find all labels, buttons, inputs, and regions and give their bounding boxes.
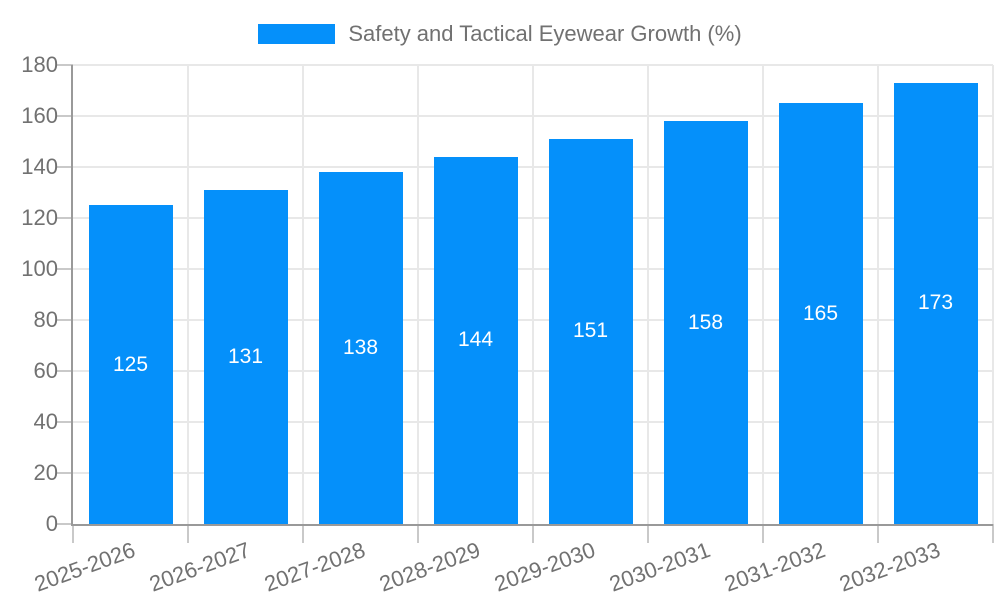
- x-axis-tick-label: 2028-2029: [376, 537, 484, 597]
- y-axis-tick-label: 20: [33, 460, 58, 485]
- v-gridline: [417, 65, 419, 524]
- y-axis-line: [71, 65, 73, 526]
- v-gridline: [762, 65, 764, 524]
- v-gridline: [187, 65, 189, 524]
- y-axis-tick-label: 60: [33, 358, 58, 383]
- x-axis-tick-label: 2029-2030: [491, 537, 599, 597]
- bar-2026-2027[interactable]: 131: [203, 189, 288, 524]
- y-axis-tick-label: 100: [21, 256, 58, 281]
- bar-value-label: 158: [687, 310, 724, 334]
- y-tick: [56, 166, 73, 168]
- legend-swatch: [258, 24, 336, 44]
- x-tick: [187, 524, 189, 543]
- y-tick: [56, 472, 73, 474]
- y-axis-tick-label: 0: [45, 511, 58, 536]
- x-tick: [72, 524, 74, 543]
- y-tick: [56, 217, 73, 219]
- y-axis-tick-label: 80: [33, 307, 58, 332]
- bar-value-label: 151: [572, 319, 609, 343]
- x-axis-line: [71, 524, 993, 526]
- legend-label: Safety and Tactical Eyewear Growth (%): [348, 21, 742, 46]
- bar-2028-2029[interactable]: 144: [433, 156, 518, 524]
- bar-value-label: 173: [917, 291, 954, 315]
- y-axis-tick-label: 140: [21, 154, 58, 179]
- x-axis-tick-label: 2031-2032: [721, 537, 829, 597]
- bar-2030-2031[interactable]: 158: [663, 121, 748, 524]
- x-axis-tick-label: 2027-2028: [261, 537, 369, 597]
- v-gridline: [532, 65, 534, 524]
- bar-value-label: 138: [342, 336, 379, 360]
- y-tick: [56, 370, 73, 372]
- y-tick: [56, 115, 73, 117]
- y-tick: [56, 523, 73, 525]
- x-tick: [532, 524, 534, 543]
- x-tick: [762, 524, 764, 543]
- y-tick: [56, 268, 73, 270]
- x-axis-tick-label: 2030-2031: [606, 537, 714, 597]
- x-tick: [877, 524, 879, 543]
- v-gridline: [647, 65, 649, 524]
- bar-value-label: 125: [112, 352, 149, 376]
- y-tick: [56, 319, 73, 321]
- x-tick: [417, 524, 419, 543]
- bar-2029-2030[interactable]: 151: [548, 138, 633, 524]
- v-gridline: [302, 65, 304, 524]
- x-axis-tick-label: 2026-2027: [146, 537, 254, 597]
- y-tick: [56, 421, 73, 423]
- x-tick: [302, 524, 304, 543]
- bar-2025-2026[interactable]: 125: [88, 205, 173, 524]
- y-axis-tick-label: 40: [33, 409, 58, 434]
- bar-value-label: 165: [802, 301, 839, 325]
- bar-2032-2033[interactable]: 173: [893, 82, 978, 524]
- y-axis-tick-label: 180: [21, 52, 58, 77]
- x-tick: [647, 524, 649, 543]
- y-tick: [56, 64, 73, 66]
- x-axis-tick-label: 2032-2033: [836, 537, 944, 597]
- v-gridline: [992, 65, 994, 524]
- x-axis-tick-label: 2025-2026: [31, 537, 139, 597]
- legend[interactable]: Safety and Tactical Eyewear Growth (%): [0, 21, 1000, 47]
- bar-2027-2028[interactable]: 138: [318, 172, 403, 524]
- y-axis-tick-label: 120: [21, 205, 58, 230]
- bar-value-label: 144: [457, 328, 494, 352]
- bar-2031-2032[interactable]: 165: [778, 103, 863, 524]
- v-gridline: [877, 65, 879, 524]
- x-tick: [992, 524, 994, 543]
- y-axis-tick-label: 160: [21, 103, 58, 128]
- bar-value-label: 131: [227, 344, 264, 368]
